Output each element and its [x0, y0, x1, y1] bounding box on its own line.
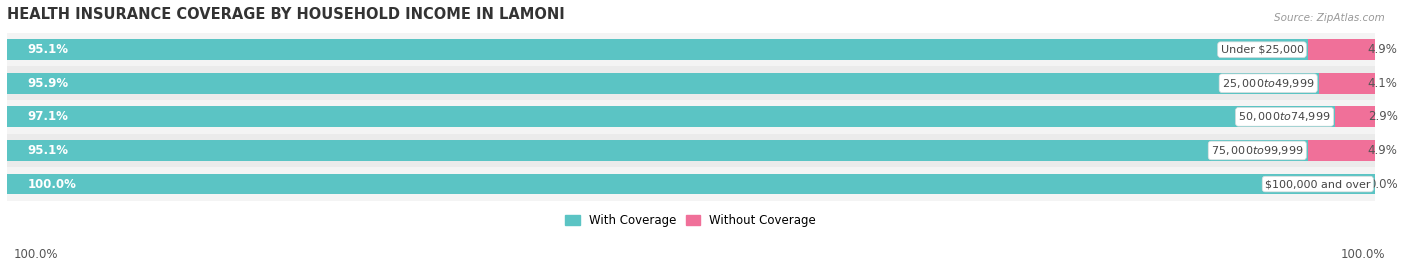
Text: $75,000 to $99,999: $75,000 to $99,999 — [1211, 144, 1303, 157]
Text: 100.0%: 100.0% — [1340, 248, 1385, 261]
Bar — [7, 100, 1375, 134]
Bar — [1334, 107, 1375, 127]
Bar — [1308, 39, 1375, 60]
Bar — [7, 39, 1308, 60]
Bar — [7, 107, 1334, 127]
Legend: With Coverage, Without Coverage: With Coverage, Without Coverage — [561, 210, 821, 232]
Bar — [7, 134, 1375, 167]
Text: 4.9%: 4.9% — [1368, 43, 1398, 56]
Text: 100.0%: 100.0% — [14, 248, 59, 261]
Text: 0.0%: 0.0% — [1368, 178, 1398, 190]
Text: $100,000 and over: $100,000 and over — [1265, 179, 1371, 189]
Text: 4.1%: 4.1% — [1368, 77, 1398, 90]
Text: $50,000 to $74,999: $50,000 to $74,999 — [1239, 110, 1331, 123]
Bar — [7, 66, 1375, 100]
Text: $25,000 to $49,999: $25,000 to $49,999 — [1222, 77, 1315, 90]
Bar — [7, 33, 1375, 66]
Bar — [7, 140, 1308, 161]
Text: 97.1%: 97.1% — [28, 110, 69, 123]
Bar — [1319, 73, 1375, 94]
Bar — [7, 174, 1375, 194]
Bar — [1308, 140, 1375, 161]
Bar — [7, 73, 1319, 94]
Text: 95.9%: 95.9% — [28, 77, 69, 90]
Text: 100.0%: 100.0% — [28, 178, 76, 190]
Text: Under $25,000: Under $25,000 — [1220, 45, 1303, 55]
Text: HEALTH INSURANCE COVERAGE BY HOUSEHOLD INCOME IN LAMONI: HEALTH INSURANCE COVERAGE BY HOUSEHOLD I… — [7, 7, 565, 22]
Text: 2.9%: 2.9% — [1368, 110, 1398, 123]
Text: 95.1%: 95.1% — [28, 43, 69, 56]
Bar — [7, 167, 1375, 201]
Text: 95.1%: 95.1% — [28, 144, 69, 157]
Text: 4.9%: 4.9% — [1368, 144, 1398, 157]
Text: Source: ZipAtlas.com: Source: ZipAtlas.com — [1274, 13, 1385, 23]
